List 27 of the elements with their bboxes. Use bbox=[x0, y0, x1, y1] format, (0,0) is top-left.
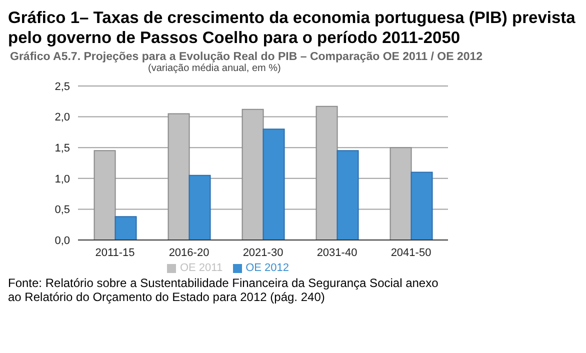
text: (variação média anual, em %) bbox=[148, 63, 282, 74]
bar bbox=[94, 150, 116, 240]
legend-label: OE 2012 bbox=[246, 262, 290, 274]
legend-label: OE 2011 bbox=[180, 262, 223, 274]
x-tick-label: 2041-50 bbox=[390, 246, 432, 259]
y-tick-label: 2,5 bbox=[54, 80, 70, 93]
bar bbox=[390, 147, 412, 240]
bar bbox=[242, 108, 264, 240]
bar bbox=[316, 106, 338, 240]
y-tick-label: 0,0 bbox=[54, 234, 70, 247]
y-tick-label: 0,5 bbox=[54, 204, 70, 216]
x-tick-label: 2016-20 bbox=[168, 246, 210, 259]
x-tick-label: 2021-30 bbox=[242, 246, 284, 259]
y-tick-label: 1,0 bbox=[54, 173, 70, 186]
x-tick-label: 2011-15 bbox=[95, 246, 135, 259]
chart-title: Gráfico 1– Taxas de crescimento da economia portuguesa (PIB) prevista pelo governo de Passos Coelho para o período 2011-2050 bbox=[8, 8, 576, 48]
chart-subtitle: Gráfico A5.7. Projeções para a Evolução Real do PIB – Comparação OE 2011 / OE 2012 bbox=[10, 51, 484, 63]
source-note: Fonte: Relatório sobre a Sustentabilidade Financeira da Segurança Social anexo ao Relatório do Orçamento do Estado para 2012 (pág. 240) bbox=[8, 276, 440, 304]
bar bbox=[336, 150, 359, 240]
bar bbox=[168, 113, 190, 240]
x-tick-label: 2031-40 bbox=[316, 246, 358, 259]
bar bbox=[410, 172, 433, 240]
y-tick-label: 2,0 bbox=[54, 112, 70, 124]
bar bbox=[114, 216, 137, 240]
bar bbox=[188, 174, 211, 240]
y-tick-label: 1,5 bbox=[54, 142, 70, 155]
bar bbox=[262, 128, 285, 240]
